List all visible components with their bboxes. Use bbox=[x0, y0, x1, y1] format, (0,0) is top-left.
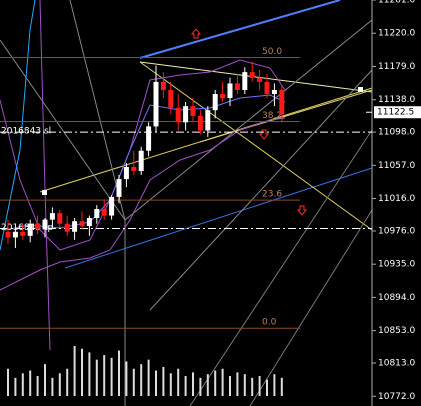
candle-body bbox=[79, 221, 85, 227]
candle-body bbox=[20, 231, 26, 236]
fib-label: 50.0 bbox=[262, 47, 282, 57]
candle-body bbox=[72, 221, 78, 232]
y-tick-label: 11179.0 bbox=[378, 62, 415, 72]
y-tick-label: 11098.0 bbox=[378, 128, 415, 138]
candle-body bbox=[57, 213, 63, 224]
y-tick-label: 10894.0 bbox=[378, 293, 415, 303]
y-tick-label: 11220.0 bbox=[378, 29, 415, 39]
candle-body bbox=[116, 179, 122, 197]
y-tick-label: 10853.0 bbox=[378, 326, 415, 336]
y-tick-label: 10813.0 bbox=[378, 359, 415, 369]
fib-label: 38.2 bbox=[262, 111, 282, 121]
candle-body bbox=[234, 83, 240, 90]
candle-body bbox=[42, 219, 48, 230]
y-tick-label: 11138.0 bbox=[378, 95, 415, 105]
candle-body bbox=[264, 81, 270, 95]
arrow-down bbox=[296, 205, 308, 216]
fan-line bbox=[249, 209, 373, 406]
candle-body bbox=[175, 107, 181, 123]
candle-body bbox=[227, 83, 233, 99]
candle-body bbox=[35, 223, 41, 230]
anchor-point bbox=[42, 190, 47, 195]
channel-line bbox=[139, 61, 373, 231]
channel-line bbox=[199, 89, 373, 143]
band-line bbox=[0, 0, 36, 251]
candle-body bbox=[131, 166, 137, 171]
band-line bbox=[0, 117, 286, 291]
candle-body bbox=[86, 217, 92, 227]
fib-label: 23.6 bbox=[262, 190, 282, 200]
candle-body bbox=[101, 209, 107, 216]
candle-body bbox=[249, 72, 255, 78]
candle-body bbox=[212, 94, 218, 111]
arrow-down bbox=[258, 129, 270, 140]
candle-body bbox=[123, 166, 129, 180]
candle-body bbox=[242, 72, 248, 90]
arrow-up bbox=[190, 28, 202, 39]
candle-body bbox=[5, 231, 11, 238]
candle-body bbox=[94, 209, 100, 218]
anchor-point bbox=[358, 87, 363, 92]
band-line bbox=[4, 94, 286, 231]
y-tick-label: 11261.0 bbox=[378, 0, 415, 6]
candle-body bbox=[271, 89, 277, 95]
order-label: 2016843 tp bbox=[1, 223, 53, 233]
last-price-label: 11122.5 bbox=[377, 108, 414, 118]
candle-body bbox=[190, 106, 196, 116]
channel-line bbox=[139, 61, 373, 93]
candle-body bbox=[279, 89, 285, 115]
candle-body bbox=[168, 89, 174, 108]
indicators bbox=[0, 0, 373, 406]
candle-body bbox=[160, 81, 166, 90]
candle-body bbox=[257, 77, 263, 82]
candle-body bbox=[109, 196, 115, 216]
fan-line bbox=[149, 69, 373, 311]
last-price-box bbox=[374, 106, 421, 119]
candle-body bbox=[64, 223, 70, 232]
candle-body bbox=[27, 223, 33, 236]
fan-line bbox=[189, 129, 373, 406]
channel-line bbox=[64, 167, 373, 269]
y-tick-label: 11057.0 bbox=[378, 161, 415, 171]
candle-body bbox=[197, 115, 203, 131]
candle-body bbox=[153, 81, 159, 127]
fan-line bbox=[124, 19, 373, 221]
candle-body bbox=[146, 126, 152, 151]
y-tick-label: 10772.0 bbox=[378, 392, 415, 402]
fan-line bbox=[0, 39, 126, 221]
y-tick-label: 10935.0 bbox=[378, 260, 415, 270]
candle-body bbox=[220, 94, 226, 99]
order-label: 2016843 sl bbox=[1, 127, 51, 137]
candle-body bbox=[138, 150, 144, 171]
candle-body bbox=[49, 213, 55, 220]
fan-line bbox=[69, 0, 126, 221]
y-tick-label: 11016.0 bbox=[378, 194, 415, 204]
candle-body bbox=[12, 231, 18, 238]
candle-body bbox=[205, 110, 211, 131]
channel-line bbox=[139, 0, 341, 59]
y-tick-label: 10976.0 bbox=[378, 226, 415, 236]
fib-label: 0.0 bbox=[262, 318, 277, 328]
candle-body bbox=[183, 106, 189, 123]
